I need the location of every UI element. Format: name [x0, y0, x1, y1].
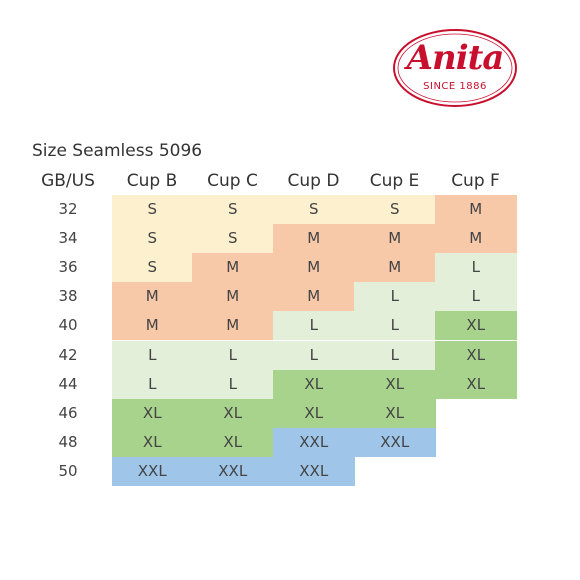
size-cell: XL: [354, 369, 436, 399]
row-label: 46: [58, 403, 78, 422]
size-cell: S: [192, 224, 274, 254]
size-cell: XL: [112, 398, 193, 428]
size-cell: L: [354, 282, 436, 312]
size-cell: XXL: [112, 456, 193, 486]
size-cell: XL: [435, 311, 517, 341]
size-cell: M: [354, 224, 436, 254]
size-cell: M: [112, 282, 193, 312]
size-cell: XXL: [192, 456, 274, 486]
row-label: 34: [58, 229, 78, 248]
table-title: Size Seamless 5096: [32, 141, 203, 161]
size-cell: S: [112, 253, 193, 283]
size-cell: XL: [192, 398, 274, 428]
size-cell: XL: [192, 427, 274, 457]
size-cell: S: [273, 195, 355, 224]
size-cell: XL: [273, 369, 355, 399]
column-header: GB/US: [41, 171, 95, 191]
column-header: Cup F: [451, 171, 500, 191]
size-cell: S: [192, 195, 274, 224]
size-cell: XL: [354, 398, 436, 428]
size-cell: M: [273, 282, 355, 312]
size-cell: M: [273, 224, 355, 254]
size-cell: L: [273, 340, 355, 370]
logo-frame: [393, 29, 517, 107]
size-cell: L: [112, 369, 193, 399]
brand-name: Anita: [406, 38, 505, 78]
row-label: 50: [58, 461, 78, 480]
row-label: 32: [58, 200, 78, 218]
column-header: Cup D: [287, 171, 340, 191]
size-cell: M: [192, 311, 274, 341]
size-cell: L: [435, 282, 517, 312]
size-cell: S: [112, 195, 193, 224]
row-label: 36: [58, 258, 78, 277]
size-cell: XL: [435, 340, 517, 370]
size-cell: L: [354, 340, 436, 370]
size-cell: L: [192, 369, 274, 399]
size-cell: L: [435, 253, 517, 283]
size-cell: M: [435, 224, 517, 254]
row-label: 42: [58, 345, 78, 364]
row-label: 44: [58, 374, 78, 393]
size-cell: XXL: [273, 427, 355, 457]
size-cell: L: [112, 340, 193, 370]
size-cell: XXL: [273, 456, 355, 486]
size-cell: S: [354, 195, 436, 224]
size-cell: M: [192, 282, 274, 312]
size-cell: M: [192, 253, 274, 283]
size-cell: L: [273, 311, 355, 341]
size-cell: S: [112, 224, 193, 254]
column-header: Cup C: [207, 171, 258, 191]
size-cell: M: [273, 253, 355, 283]
size-cell: L: [354, 311, 436, 341]
row-label: 40: [58, 316, 78, 335]
size-cell: L: [192, 340, 274, 370]
size-cell: M: [435, 195, 517, 224]
brand-since: SINCE 1886: [423, 81, 487, 92]
column-header: Cup B: [126, 171, 178, 191]
size-cell: M: [354, 253, 436, 283]
row-label: 38: [58, 287, 78, 306]
size-cell: M: [112, 311, 193, 341]
size-cell: XL: [273, 398, 355, 428]
row-label: 48: [58, 432, 78, 451]
size-cell: XL: [112, 427, 193, 457]
size-cell: XL: [435, 369, 517, 399]
size-cell: XXL: [354, 427, 436, 457]
column-header: Cup E: [369, 171, 420, 191]
